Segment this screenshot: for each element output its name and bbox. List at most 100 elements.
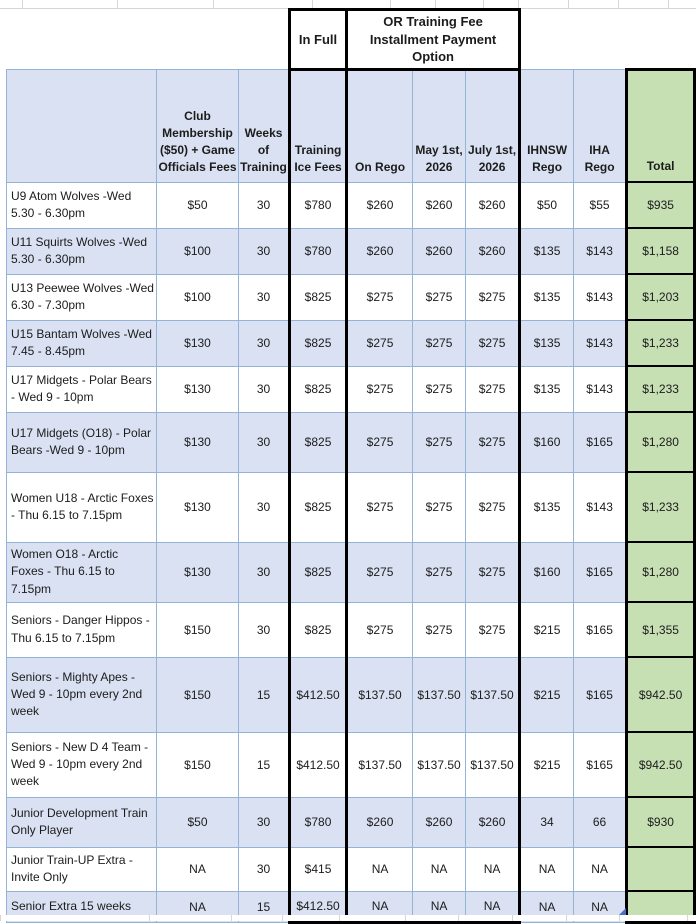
row-label[interactable]: U17 Midgets - Polar Bears - Wed 9 - 10pm [6, 365, 157, 413]
cell-training-ice-fees[interactable]: $412.50 [288, 656, 349, 733]
row-label[interactable]: Junior Train-UP Extra - Invite Only [6, 846, 157, 892]
cell-weeks-of-training[interactable]: 30 [237, 796, 291, 848]
cell-july-1st-2026[interactable]: $275 [465, 365, 522, 413]
cell-ihnsw-rego[interactable]: $135 [519, 365, 575, 413]
cell-total[interactable]: $1,233 [625, 365, 696, 414]
cell-club-membership[interactable]: $150 [156, 731, 239, 798]
cell-may-1st-2026[interactable]: NA [412, 846, 467, 892]
cell-ihnsw-rego[interactable]: $135 [519, 273, 575, 321]
cell-training-ice-fees[interactable]: $780 [288, 796, 349, 848]
cell-july-1st-2026[interactable]: $275 [465, 471, 522, 543]
cell-training-ice-fees[interactable]: $412.50 [288, 731, 349, 798]
cell-may-1st-2026[interactable]: $275 [412, 319, 467, 367]
cell-july-1st-2026[interactable]: NA [465, 846, 522, 892]
cell-on-rego[interactable]: $137.50 [345, 731, 414, 798]
cell-iha-rego[interactable]: $143 [573, 319, 628, 367]
cell-iha-rego[interactable]: $165 [573, 731, 628, 798]
cell-iha-rego[interactable]: $143 [573, 227, 628, 275]
cell-iha-rego[interactable]: $165 [573, 656, 628, 733]
cell-club-membership[interactable]: $100 [156, 227, 239, 275]
cell-iha-rego[interactable]: $143 [573, 273, 628, 321]
cell-club-membership[interactable]: $130 [156, 365, 239, 413]
cell-total[interactable]: $1,203 [625, 273, 696, 322]
cell-july-1st-2026[interactable]: $260 [465, 181, 522, 229]
header-total[interactable]: Total [625, 67, 696, 184]
row-label[interactable]: U15 Bantam Wolves -Wed 7.45 - 8.45pm [6, 319, 157, 367]
header-weeks-of-training[interactable]: Weeks of Training [237, 68, 291, 183]
cell-may-1st-2026[interactable]: $275 [412, 601, 467, 658]
cell-training-ice-fees[interactable]: $825 [288, 601, 349, 658]
cell-ihnsw-rego[interactable]: $215 [519, 656, 575, 733]
header-row-label[interactable] [6, 68, 157, 183]
cell-club-membership[interactable]: $100 [156, 273, 239, 321]
cell-weeks-of-training[interactable]: 30 [237, 471, 291, 543]
cell-total[interactable]: $1,355 [625, 601, 696, 659]
header-may-1st-2026[interactable]: May 1st, 2026 [412, 68, 467, 183]
cell-may-1st-2026[interactable]: $137.50 [412, 656, 467, 733]
cell-total[interactable]: $942.50 [625, 656, 696, 734]
cell-on-rego[interactable]: $275 [345, 471, 414, 543]
cell-weeks-of-training[interactable]: 30 [237, 181, 291, 229]
cell-weeks-of-training[interactable]: 30 [237, 365, 291, 413]
cell-july-1st-2026[interactable]: $260 [465, 227, 522, 275]
cell-club-membership[interactable]: $150 [156, 656, 239, 733]
cell-total[interactable]: $942.50 [625, 731, 696, 799]
row-label[interactable]: U17 Midgets (O18) - Polar Bears -Wed 9 -… [6, 411, 157, 473]
cell-july-1st-2026[interactable]: $260 [465, 796, 522, 848]
cell-may-1st-2026[interactable]: $137.50 [412, 731, 467, 798]
cell-on-rego[interactable]: $275 [345, 411, 414, 473]
header-training-ice-fees[interactable]: Training Ice Fees [288, 68, 349, 183]
cell-weeks-of-training[interactable]: 30 [237, 846, 291, 892]
cell-weeks-of-training[interactable]: 15 [237, 731, 291, 798]
cell-training-ice-fees[interactable]: $780 [288, 181, 349, 229]
row-label[interactable]: Seniors - Danger Hippos - Thu 6.15 to 7.… [6, 601, 157, 658]
cell-may-1st-2026[interactable]: $275 [412, 541, 467, 603]
row-label[interactable]: Women O18 - Arctic Foxes - Thu 6.15 to 7… [6, 541, 157, 603]
cell-club-membership[interactable]: $130 [156, 471, 239, 543]
cell-may-1st-2026[interactable]: $275 [412, 365, 467, 413]
cell-on-rego[interactable]: $275 [345, 365, 414, 413]
cell-ihnsw-rego[interactable]: $160 [519, 541, 575, 603]
cell-on-rego[interactable]: $260 [345, 227, 414, 275]
in-full-header-cell[interactable]: In Full [288, 8, 349, 71]
cell-training-ice-fees[interactable]: $825 [288, 541, 349, 603]
cell-weeks-of-training[interactable]: 30 [237, 601, 291, 658]
cell-ihnsw-rego[interactable]: NA [519, 846, 575, 892]
cell-may-1st-2026[interactable]: $260 [412, 181, 467, 229]
cell-iha-rego[interactable]: $143 [573, 365, 628, 413]
cell-training-ice-fees[interactable]: $825 [288, 273, 349, 321]
cell-iha-rego[interactable]: $143 [573, 471, 628, 543]
cell-may-1st-2026[interactable]: $260 [412, 227, 467, 275]
header-july-1st-2026[interactable]: July 1st, 2026 [465, 68, 522, 183]
row-label[interactable]: Seniors - New D 4 Team - Wed 9 - 10pm ev… [6, 731, 157, 798]
header-ihnsw-rego[interactable]: IHNSW Rego [519, 68, 575, 183]
cell-total[interactable]: $1,280 [625, 541, 696, 604]
cell-ihnsw-rego[interactable]: $160 [519, 411, 575, 473]
cell-weeks-of-training[interactable]: 30 [237, 319, 291, 367]
cell-july-1st-2026[interactable]: $275 [465, 601, 522, 658]
cell-training-ice-fees[interactable]: $825 [288, 365, 349, 413]
cell-total[interactable]: $1,158 [625, 227, 696, 276]
cell-on-rego[interactable]: NA [345, 846, 414, 892]
cell-july-1st-2026[interactable]: $137.50 [465, 656, 522, 733]
cell-club-membership[interactable]: NA [156, 846, 239, 892]
header-on-rego[interactable]: On Rego [345, 68, 414, 183]
cell-on-rego[interactable]: $275 [345, 541, 414, 603]
cell-total[interactable]: $935 [625, 181, 696, 230]
cell-ihnsw-rego[interactable]: $135 [519, 471, 575, 543]
cell-iha-rego[interactable]: $165 [573, 601, 628, 658]
cell-total[interactable]: $1,233 [625, 471, 696, 544]
row-label[interactable]: Women U18 - Arctic Foxes - Thu 6.15 to 7… [6, 471, 157, 543]
cell-july-1st-2026[interactable]: $137.50 [465, 731, 522, 798]
cell-training-ice-fees[interactable]: $825 [288, 319, 349, 367]
installment-option-header-cell[interactable]: OR Training Fee Installment Payment Opti… [345, 8, 522, 71]
header-club-membership[interactable]: Club Membership ($50) + Game Officials F… [156, 68, 239, 183]
cell-weeks-of-training[interactable]: 30 [237, 273, 291, 321]
cell-weeks-of-training[interactable]: 30 [237, 411, 291, 473]
cell-training-ice-fees[interactable]: $415 [288, 846, 349, 892]
cell-may-1st-2026[interactable]: $275 [412, 273, 467, 321]
cell-club-membership[interactable]: $130 [156, 541, 239, 603]
cell-iha-rego[interactable]: $165 [573, 411, 628, 473]
cell-training-ice-fees[interactable]: $825 [288, 411, 349, 473]
cell-weeks-of-training[interactable]: 30 [237, 541, 291, 603]
